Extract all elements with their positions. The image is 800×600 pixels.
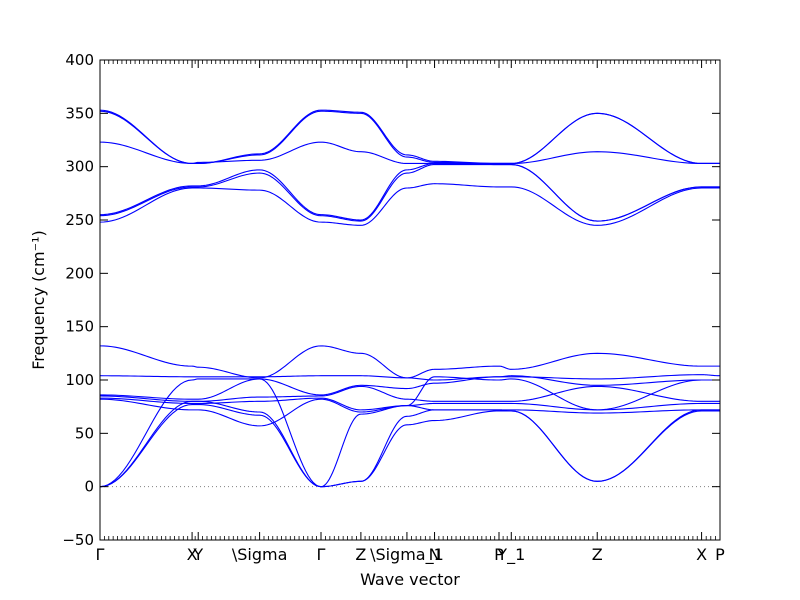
x-tick-label: X <box>187 545 198 564</box>
y-tick-label: 150 <box>65 318 94 336</box>
y-tick-label: 300 <box>65 158 94 176</box>
band-line-2 <box>100 110 720 165</box>
x-tick-label: Z <box>592 545 603 564</box>
y-tick-label: 350 <box>65 104 94 122</box>
band-line-5 <box>100 163 720 222</box>
band-lines <box>100 109 720 488</box>
x-tick-label: X <box>696 545 707 564</box>
y-tick-label: 0 <box>84 478 94 496</box>
x-tick-label: P <box>494 545 504 564</box>
x-tick-label: \Sigma_1 <box>370 545 444 565</box>
band-line-9 <box>100 375 720 400</box>
band-line-15 <box>100 403 720 488</box>
band-line-3 <box>100 141 720 165</box>
y-tick-label: 200 <box>65 264 94 282</box>
x-tick-label: Y <box>192 545 203 564</box>
axes-frame <box>99 59 721 541</box>
x-tick-label: Y_1 <box>496 545 525 565</box>
x-tick-label: Z <box>355 545 366 564</box>
y-tick-label: 50 <box>75 424 94 442</box>
y-axis-ticks: −50 0 50 100 150 200 250 300 350 400 <box>62 51 720 549</box>
x-axis-ticks: Γ XY \Sigma Γ Z \Sigma_1N PY_1 Z X P <box>96 60 725 565</box>
y-tick-label: −50 <box>62 531 94 549</box>
x-tick-label: P <box>715 545 725 564</box>
y-tick-label: 400 <box>65 51 94 69</box>
x-tick-label: Γ <box>96 545 105 564</box>
y-tick-label: 100 <box>65 371 94 389</box>
band-line-8 <box>100 374 720 381</box>
x-tick-label: N <box>429 545 441 564</box>
y-axis-label: Frequency (cm⁻¹) <box>29 230 48 369</box>
band-line-6 <box>100 183 720 226</box>
x-tick-label: Γ <box>317 545 326 564</box>
x-axis-label: Wave vector <box>360 570 460 589</box>
band-line-13 <box>100 376 720 488</box>
y-tick-label: 250 <box>65 211 94 229</box>
x-tick-label: \Sigma <box>232 545 288 564</box>
